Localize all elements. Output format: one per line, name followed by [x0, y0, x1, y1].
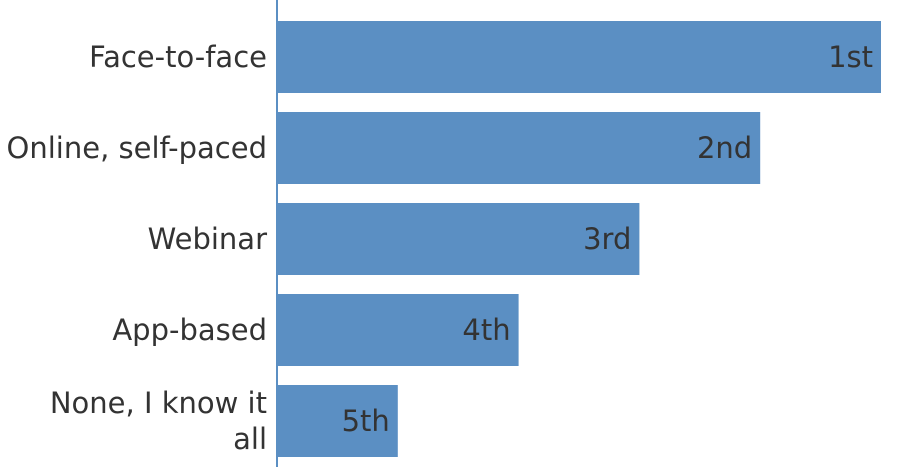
bar-value-label: 1st	[828, 40, 873, 74]
bar-value-label: 5th	[342, 404, 390, 438]
bar	[277, 203, 640, 275]
bar	[277, 385, 398, 457]
bar-value-label: 4th	[462, 313, 510, 347]
category-label: all	[233, 422, 267, 456]
category-label: Face-to-face	[89, 40, 267, 74]
category-label: App-based	[112, 313, 267, 347]
category-label: Webinar	[148, 222, 267, 256]
category-label: Online, self-paced	[7, 131, 267, 165]
bars-group	[277, 21, 881, 457]
category-label: None, I know it	[50, 386, 267, 420]
bar	[277, 294, 519, 366]
bar	[277, 112, 761, 184]
bar	[277, 21, 881, 93]
bar-value-label: 2nd	[697, 131, 752, 165]
bar-value-label: 3rd	[583, 222, 631, 256]
rank-labels-group: 1st 2nd 3rd 4th 5th	[342, 40, 873, 438]
category-labels-group: Face-to-face Online, self-paced Webinar App…	[7, 40, 268, 456]
